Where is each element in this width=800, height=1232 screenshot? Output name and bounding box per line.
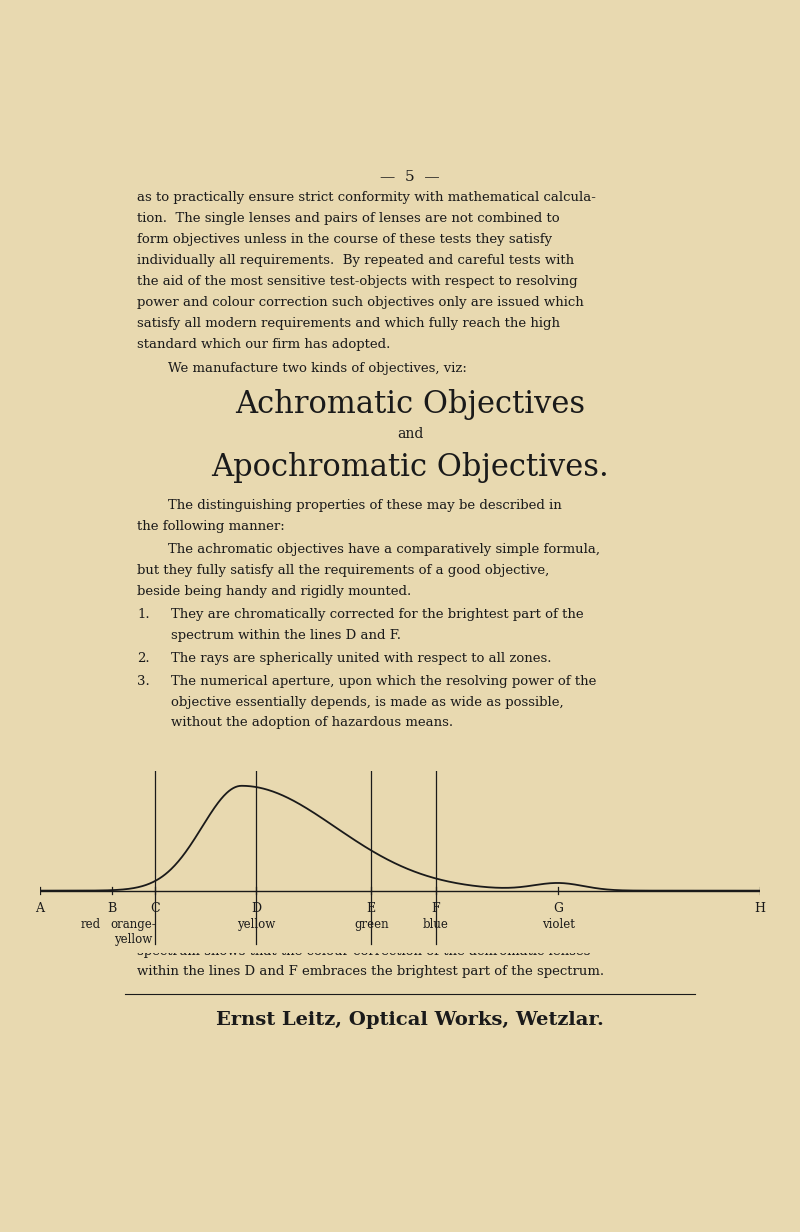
Text: Achromatic Objectives: Achromatic Objectives	[235, 389, 585, 420]
Text: satisfy all modern requirements and which fully reach the high: satisfy all modern requirements and whic…	[138, 317, 560, 330]
Text: tion.  The single lenses and pairs of lenses are not combined to: tion. The single lenses and pairs of len…	[138, 212, 560, 225]
Text: within the lines D and F embraces the brightest part of the spectrum.: within the lines D and F embraces the br…	[138, 966, 604, 978]
Text: beside being handy and rigidly mounted.: beside being handy and rigidly mounted.	[138, 585, 411, 598]
Text: yellow: yellow	[237, 918, 275, 931]
Text: without the adoption of hazardous means.: without the adoption of hazardous means.	[171, 717, 454, 729]
Text: F: F	[432, 902, 440, 915]
Text: E: E	[366, 902, 376, 915]
Text: Apochromatic Objectives.: Apochromatic Objectives.	[211, 452, 609, 483]
Text: The numerical aperture, upon which the resolving power of the: The numerical aperture, upon which the r…	[171, 675, 597, 687]
Text: G: G	[554, 902, 563, 915]
Text: B: B	[107, 902, 117, 915]
Text: —  5  —: — 5 —	[380, 170, 440, 184]
Text: as to practically ensure strict conformity with mathematical calcula-: as to practically ensure strict conformi…	[138, 191, 596, 205]
Text: objective essentially depends, is made as wide as possible,: objective essentially depends, is made a…	[171, 696, 564, 708]
Text: blue: blue	[423, 918, 449, 931]
Text: We manufacture two kinds of objectives, viz:: We manufacture two kinds of objectives, …	[168, 362, 467, 376]
Text: C: C	[150, 902, 160, 915]
Text: spectrum within the lines D and F.: spectrum within the lines D and F.	[171, 628, 402, 642]
Text: red: red	[80, 918, 101, 931]
Text: but they fully satisfy all the requirements of a good objective,: but they fully satisfy all the requireme…	[138, 564, 550, 577]
Text: individually all requirements.  By repeated and careful tests with: individually all requirements. By repeat…	[138, 254, 574, 267]
Text: 2.: 2.	[138, 652, 150, 665]
Text: 3.: 3.	[138, 675, 150, 687]
Text: Ernst Leitz, Optical Works, Wetzlar.: Ernst Leitz, Optical Works, Wetzlar.	[216, 1011, 604, 1029]
Text: The rays are spherically united with respect to all zones.: The rays are spherically united with res…	[171, 652, 552, 665]
Text: Intensity curve of the rays of the spectrum.: Intensity curve of the rays of the spect…	[250, 887, 570, 901]
Text: the following manner:: the following manner:	[138, 520, 285, 533]
Text: violet: violet	[542, 918, 575, 931]
Text: form objectives unless in the course of these tests they satisfy: form objectives unless in the course of …	[138, 233, 552, 246]
Text: They are chromatically corrected for the brightest part of the: They are chromatically corrected for the…	[171, 607, 584, 621]
Text: the aid of the most sensitive test-objects with respect to resolving: the aid of the most sensitive test-objec…	[138, 275, 578, 288]
Text: standard which our firm has adopted.: standard which our firm has adopted.	[138, 338, 390, 351]
Text: spectrum shows that the colour correction of the achromatic lenses: spectrum shows that the colour correctio…	[138, 945, 590, 957]
Text: 1.: 1.	[138, 607, 150, 621]
Text: and: and	[397, 428, 423, 441]
Text: green: green	[354, 918, 389, 931]
Text: H: H	[754, 902, 766, 915]
Text: power and colour correction such objectives only are issued which: power and colour correction such objecti…	[138, 296, 584, 309]
Text: D: D	[251, 902, 261, 915]
Text: The distinguishing properties of these may be described in: The distinguishing properties of these m…	[168, 499, 562, 513]
Text: orange-
yellow: orange- yellow	[110, 918, 157, 946]
Text: The above Fraunhofer curve of the light-rays of the solar: The above Fraunhofer curve of the light-…	[138, 924, 536, 936]
Text: A: A	[35, 902, 45, 915]
Text: The achromatic objectives have a comparatively simple formula,: The achromatic objectives have a compara…	[168, 543, 600, 556]
